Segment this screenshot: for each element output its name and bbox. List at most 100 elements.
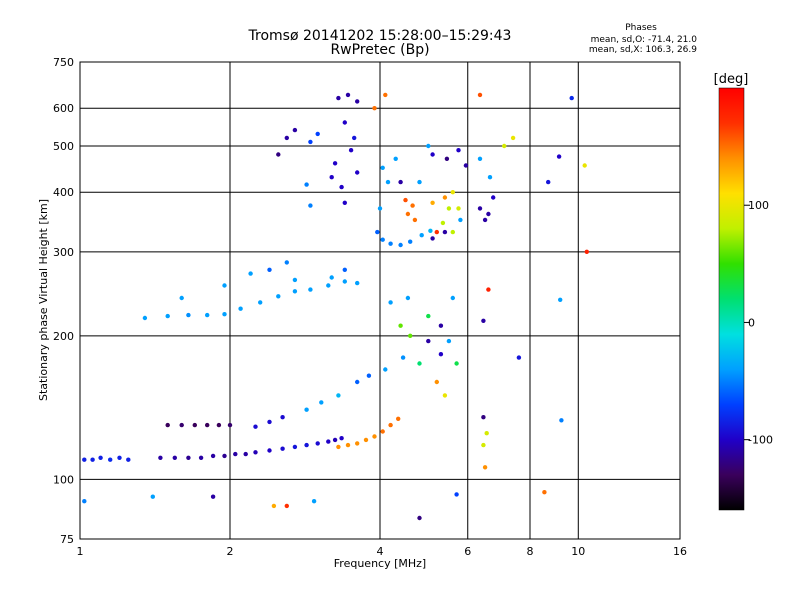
data-point <box>355 441 360 446</box>
data-point <box>430 236 435 241</box>
data-point <box>388 241 393 246</box>
data-point <box>426 313 431 319</box>
data-point <box>304 182 309 187</box>
data-point <box>380 165 385 170</box>
data-point <box>216 422 222 428</box>
data-point <box>319 400 324 405</box>
data-point <box>438 352 444 357</box>
x-tick-label: 6 <box>464 545 471 558</box>
data-point <box>276 294 281 299</box>
data-point <box>342 200 347 205</box>
y-tick-label: 500 <box>53 140 74 153</box>
chart-title: Tromsø 20141202 15:28:00–15:29:43 <box>248 28 512 44</box>
data-point <box>210 453 216 459</box>
chart-subtitle: RwPretec (Bp) <box>330 42 429 58</box>
data-point <box>426 143 431 149</box>
data-point <box>345 92 351 98</box>
data-point <box>584 249 589 254</box>
data-point <box>339 184 344 190</box>
y-tick-label: 200 <box>53 330 74 343</box>
data-point <box>582 163 587 168</box>
data-point <box>396 416 401 421</box>
data-point <box>332 437 338 443</box>
data-point <box>192 422 197 428</box>
data-point <box>510 135 516 141</box>
data-point <box>380 237 385 242</box>
data-point <box>332 161 338 166</box>
data-point <box>484 431 489 436</box>
data-point <box>304 442 309 448</box>
data-point <box>366 373 372 378</box>
data-point <box>336 444 341 450</box>
data-point <box>253 450 258 455</box>
data-point <box>516 355 522 360</box>
data-point <box>463 163 469 168</box>
colorbar-tick-label: 0 <box>748 316 755 329</box>
data-point <box>405 211 411 217</box>
grid-layer <box>80 62 680 539</box>
data-point <box>308 139 313 145</box>
data-point <box>558 297 563 302</box>
data-point <box>227 422 233 428</box>
data-point <box>315 131 320 137</box>
data-point <box>556 154 562 159</box>
data-point <box>417 515 422 521</box>
data-point <box>205 312 210 318</box>
data-point <box>477 92 483 98</box>
data-point <box>442 229 448 235</box>
x-tick-label: 16 <box>673 545 687 558</box>
data-point <box>481 415 486 420</box>
phases-x-stats: mean, sd,X: 106.3, 26.9 <box>589 45 697 55</box>
data-point <box>222 312 227 317</box>
data-point <box>258 300 263 305</box>
data-point <box>450 229 455 235</box>
data-point <box>491 195 496 200</box>
y-tick-label: 400 <box>53 186 74 199</box>
data-point <box>348 148 354 153</box>
data-point <box>419 233 424 238</box>
data-point <box>372 106 377 111</box>
data-point <box>342 120 347 125</box>
data-point <box>450 295 455 301</box>
data-point <box>292 444 298 450</box>
x-axis-ticks: 1 2 4 6 8 10 16 <box>77 545 688 558</box>
y-axis-label: Stationary phase Virtual Height [km] <box>37 199 50 401</box>
data-point <box>398 179 403 185</box>
y-tick-label: 75 <box>60 533 74 546</box>
data-point <box>308 287 313 292</box>
data-point <box>454 492 459 497</box>
data-point <box>430 200 435 205</box>
data-point <box>336 95 341 101</box>
y-tick-label: 100 <box>53 473 74 486</box>
x-axis-label: Frequency [MHz] <box>334 557 426 570</box>
data-point <box>326 439 331 444</box>
data-point <box>486 211 491 217</box>
data-point <box>417 179 422 185</box>
data-point <box>481 442 486 448</box>
data-point <box>446 338 452 344</box>
data-point <box>482 217 488 223</box>
data-point <box>417 361 422 366</box>
data-point <box>456 148 461 153</box>
data-point <box>388 300 393 305</box>
data-point <box>336 393 341 398</box>
data-point <box>186 312 191 318</box>
data-point <box>267 267 272 272</box>
data-point <box>186 455 191 460</box>
data-point <box>165 422 170 428</box>
data-point <box>444 156 450 161</box>
x-tick-label: 2 <box>227 545 234 558</box>
data-point <box>315 441 320 446</box>
data-point <box>117 455 122 460</box>
data-point <box>292 289 298 294</box>
data-point <box>442 195 448 200</box>
data-point <box>481 318 486 323</box>
data-point <box>243 451 248 457</box>
data-point <box>329 275 334 280</box>
data-point <box>238 306 243 311</box>
data-point <box>342 279 347 284</box>
data-point <box>375 229 380 235</box>
data-point <box>284 260 289 265</box>
x-tick-label: 1 <box>77 545 84 558</box>
data-point <box>486 287 491 292</box>
